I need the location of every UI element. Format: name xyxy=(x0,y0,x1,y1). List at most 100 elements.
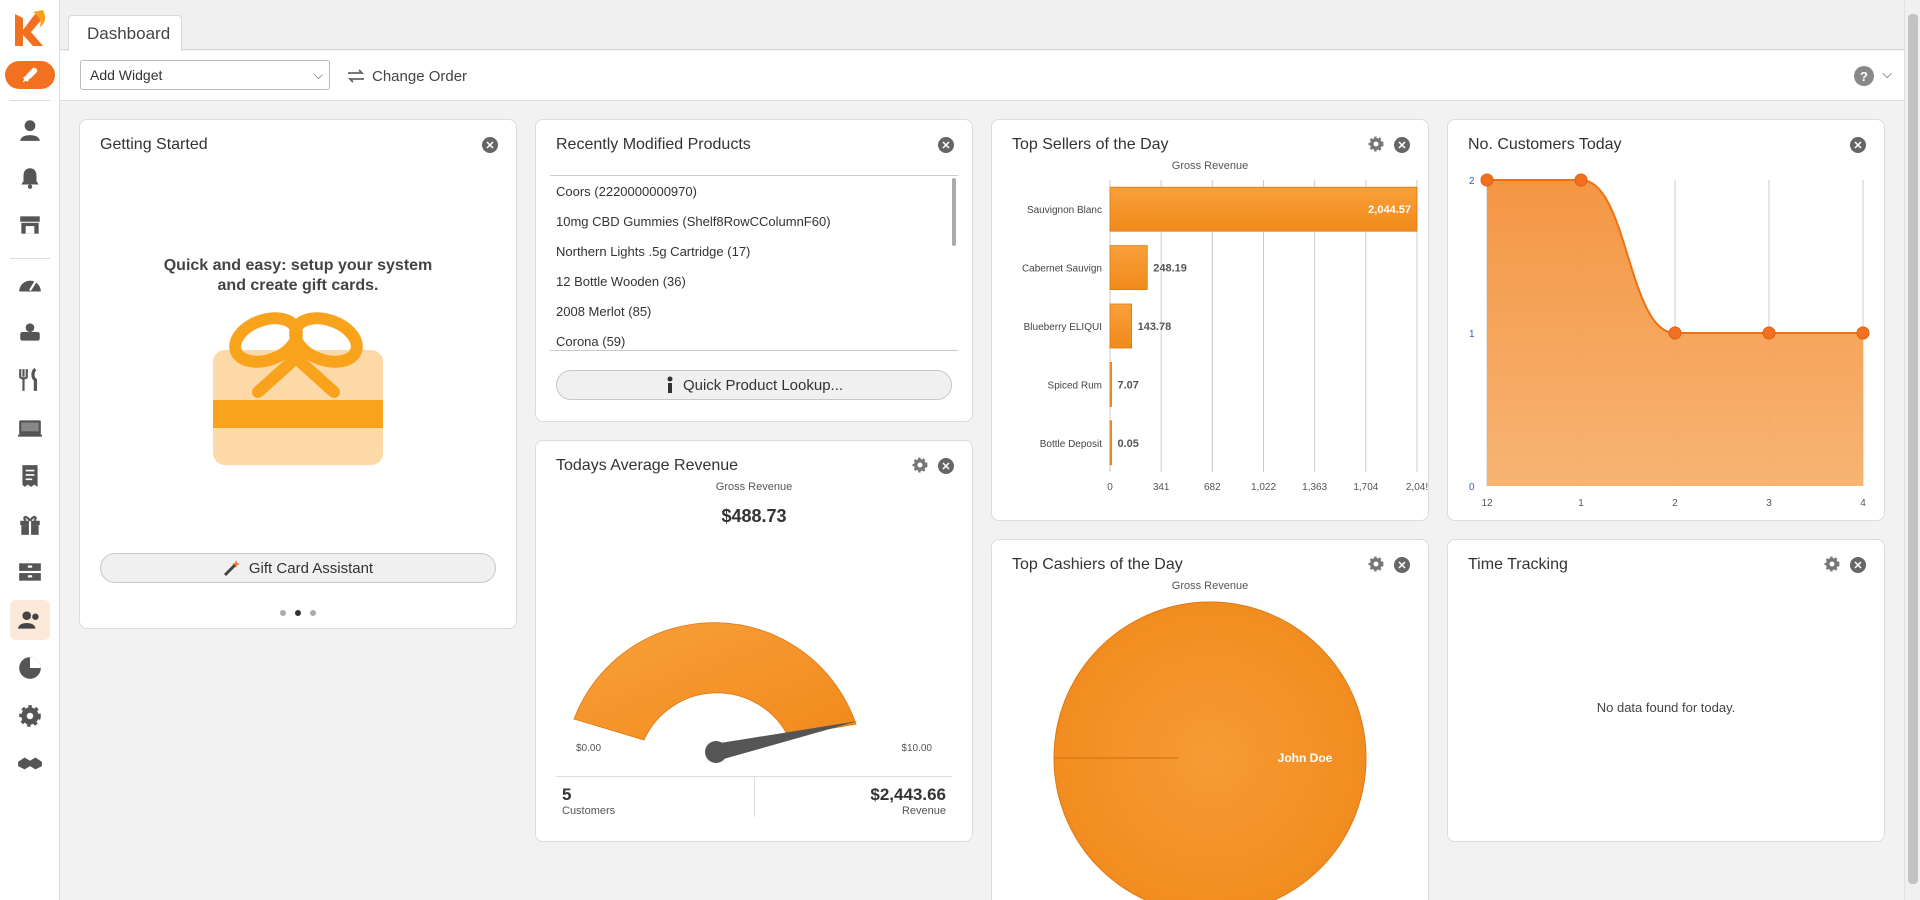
speedometer-icon[interactable] xyxy=(15,270,45,300)
change-order-button[interactable]: Change Order xyxy=(346,64,467,88)
gear-icon[interactable] xyxy=(1823,555,1841,573)
gift-card-assistant-button[interactable]: Gift Card Assistant xyxy=(100,553,496,583)
slide-dot-active[interactable] xyxy=(295,610,301,616)
bar xyxy=(1109,303,1132,349)
data-label: 0.05 xyxy=(1118,438,1139,450)
swap-arrows-icon xyxy=(347,69,365,83)
chevron-down-icon: ⌵ xyxy=(313,68,323,82)
data-point xyxy=(1574,173,1588,187)
top-cashiers-widget: Top Cashiers of the Day ✕ Gross Revenue … xyxy=(991,539,1429,900)
gauge-max-label: $10.00 xyxy=(901,743,932,754)
page-scrollbar[interactable] xyxy=(1904,0,1920,900)
info-icon xyxy=(667,376,673,393)
bar xyxy=(1109,186,1418,232)
slice-label: John Doe xyxy=(1278,751,1333,765)
data-label: 248.19 xyxy=(1153,263,1187,275)
drawer-icon[interactable] xyxy=(15,557,45,587)
tab-dashboard[interactable]: Dashboard xyxy=(68,15,182,51)
close-icon[interactable]: ✕ xyxy=(482,137,498,153)
x-tick-label: 3 xyxy=(1766,498,1772,509)
gauge-min-label: $0.00 xyxy=(576,743,602,754)
top-sellers-widget: Top Sellers of the Day ✕ Gross Revenue 0… xyxy=(991,119,1429,521)
scrollbar-thumb[interactable] xyxy=(1908,14,1918,884)
widget-title: Todays Average Revenue xyxy=(556,457,739,474)
no-data-message: No data found for today. xyxy=(1596,700,1736,715)
add-widget-label: Add Widget xyxy=(90,67,163,83)
recent-products-widget: Recently Modified Products ✕ Coors (2220… xyxy=(535,119,973,422)
gauge-needle xyxy=(706,721,858,761)
close-icon[interactable]: ✕ xyxy=(1394,137,1410,153)
average-revenue-widget: Todays Average Revenue ✕ Gross Revenue $… xyxy=(535,440,973,842)
gift-icon[interactable] xyxy=(15,509,45,539)
close-icon[interactable]: ✕ xyxy=(1394,557,1410,573)
magic-wand-icon xyxy=(223,560,240,577)
gift-card-assistant-label: Gift Card Assistant xyxy=(248,559,374,577)
quick-product-lookup-button[interactable]: Quick Product Lookup... xyxy=(556,370,952,400)
bar xyxy=(1109,361,1112,407)
x-tick-label: 1,704 xyxy=(1353,482,1378,493)
handshake-icon[interactable] xyxy=(15,749,45,779)
receipt-icon[interactable] xyxy=(15,461,45,491)
list-scrollbar[interactable] xyxy=(952,178,956,246)
app-logo[interactable] xyxy=(9,8,51,48)
gear-icon[interactable] xyxy=(911,456,929,474)
gear-icon[interactable] xyxy=(1367,135,1385,153)
x-tick-label: 682 xyxy=(1204,482,1221,493)
slide-dot[interactable] xyxy=(280,610,286,616)
data-label: 2,044.57 xyxy=(1368,204,1411,216)
data-point xyxy=(1762,326,1776,340)
add-widget-select[interactable]: Add Widget ⌵ xyxy=(80,60,330,90)
list-item[interactable]: Coors (2220000000970) xyxy=(556,183,697,199)
gear-icon[interactable] xyxy=(15,701,45,731)
x-tick-label: 1,363 xyxy=(1302,482,1327,493)
x-tick-label: 2 xyxy=(1672,498,1678,509)
data-point xyxy=(1856,326,1870,340)
widget-title: Time Tracking xyxy=(1468,556,1568,573)
rocket-icon[interactable] xyxy=(5,61,55,89)
chart-subtitle: Gross Revenue xyxy=(715,481,793,493)
close-icon[interactable]: ✕ xyxy=(938,458,954,474)
fork-knife-icon[interactable] xyxy=(15,365,45,395)
x-tick-label: 12 xyxy=(1481,498,1493,509)
x-tick-label: 4 xyxy=(1860,498,1866,509)
x-tick-label: 0 xyxy=(1107,482,1113,493)
y-tick-label: 0 xyxy=(1469,482,1475,493)
customers-icon[interactable] xyxy=(10,600,50,640)
close-icon[interactable]: ✕ xyxy=(1850,137,1866,153)
user-icon[interactable] xyxy=(15,115,45,145)
top-sellers-chart: 0 341 682 1,022 1,363 1,704 2,04! Sauvignon Bla… xyxy=(1022,180,1428,493)
list-item[interactable]: 10mg CBD Gummies (Shelf8RowCColumnF60) xyxy=(556,213,831,229)
store-icon[interactable] xyxy=(15,210,45,240)
pie-chart-icon[interactable] xyxy=(15,653,45,683)
list-item[interactable]: 2008 Merlot (85) xyxy=(556,303,652,319)
customers-label: Customers xyxy=(562,805,616,817)
toolbar: Add Widget ⌵ Change Order ? ⌵ xyxy=(60,51,1904,101)
handshake-money-icon[interactable] xyxy=(15,317,45,347)
help-icon[interactable]: ? xyxy=(1854,66,1874,86)
chevron-down-icon[interactable]: ⌵ xyxy=(1882,66,1892,81)
bar xyxy=(1109,245,1148,290)
top-cashiers-chart: John Doe xyxy=(1053,601,1367,900)
revenue-gauge xyxy=(573,622,858,763)
bar xyxy=(1109,420,1112,466)
gift-card-illustration xyxy=(208,310,388,485)
quick-product-lookup-label: Quick Product Lookup... xyxy=(682,376,844,394)
register-icon[interactable] xyxy=(15,413,45,443)
slide-dot[interactable] xyxy=(310,610,316,616)
list-item[interactable]: 12 Bottle Wooden (36) xyxy=(556,273,686,289)
gear-icon[interactable] xyxy=(1367,555,1385,573)
close-icon[interactable]: ✕ xyxy=(1850,557,1866,573)
product-list[interactable]: Coors (2220000000970) 10mg CBD Gummies (… xyxy=(550,175,958,351)
x-tick-label: 2,04! xyxy=(1406,482,1428,493)
getting-started-headline: Quick and easy: setup your system and cr… xyxy=(80,256,516,296)
series-line xyxy=(1487,179,1863,335)
bell-icon[interactable] xyxy=(15,163,45,193)
list-item[interactable]: Northern Lights .5g Cartridge (17) xyxy=(556,243,751,259)
slide-indicator xyxy=(80,610,516,616)
headline-line-1: Quick and easy: setup your system xyxy=(163,257,433,274)
category-label: Cabernet Sauvign xyxy=(1022,264,1102,275)
list-item[interactable]: Corona (59) xyxy=(556,333,626,349)
close-icon[interactable]: ✕ xyxy=(938,137,954,153)
y-tick-label: 1 xyxy=(1469,329,1475,340)
